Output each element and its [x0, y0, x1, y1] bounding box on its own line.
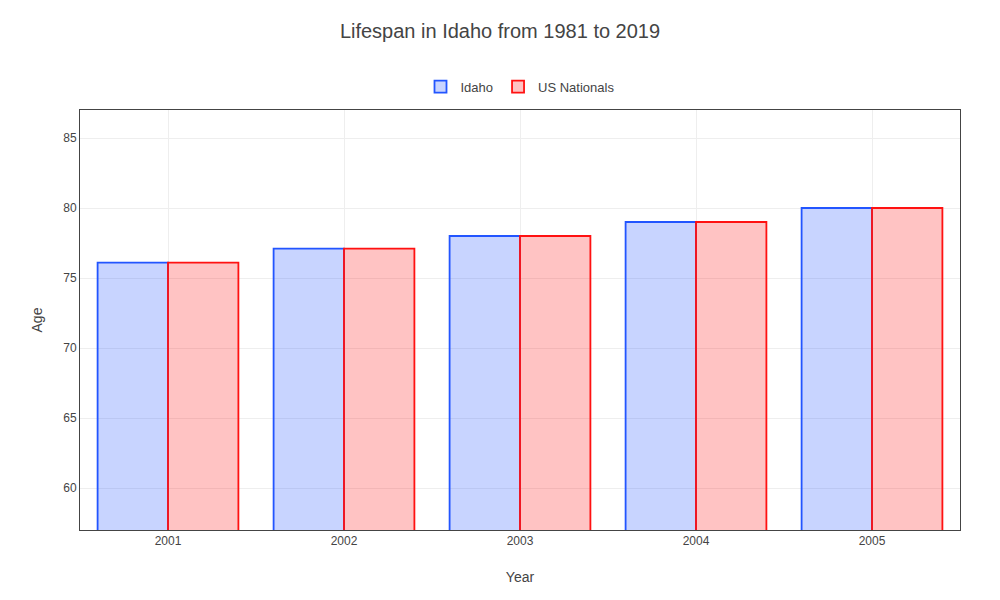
svg-text:75: 75 [63, 271, 77, 285]
svg-text:2003: 2003 [507, 534, 534, 548]
svg-text:70: 70 [63, 341, 77, 355]
svg-text:Year: Year [506, 569, 535, 585]
svg-text:2004: 2004 [683, 534, 710, 548]
svg-text:2002: 2002 [331, 534, 358, 548]
svg-text:80: 80 [63, 201, 77, 215]
svg-text:Idaho: Idaho [461, 80, 494, 95]
svg-text:US Nationals: US Nationals [538, 80, 614, 95]
svg-text:2001: 2001 [155, 534, 182, 548]
svg-text:65: 65 [63, 411, 77, 425]
svg-text:60: 60 [63, 481, 77, 495]
svg-text:Age: Age [29, 307, 45, 332]
svg-text:Lifespan in Idaho from 1981 to: Lifespan in Idaho from 1981 to 2019 [340, 20, 660, 42]
svg-text:85: 85 [63, 131, 77, 145]
svg-text:2005: 2005 [859, 534, 886, 548]
